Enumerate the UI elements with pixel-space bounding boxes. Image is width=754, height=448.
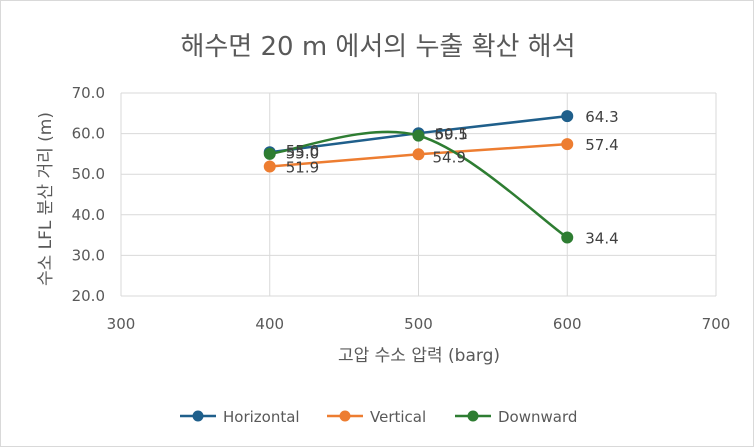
- data-label-downward: 55.0: [286, 142, 319, 160]
- data-point-downward: [263, 147, 276, 160]
- data-point-vertical: [561, 138, 574, 151]
- axes: 20.0 30.0 40.0 50.0 60.0 70.0 300 400 500 600 700: [72, 84, 731, 333]
- x-axis-title: 고압 수소 압력 (barg): [338, 346, 500, 366]
- y-tick-label: 20.0: [72, 287, 105, 305]
- data-label-vertical: 54.9: [433, 148, 466, 166]
- legend-label-horizontal: Horizontal: [223, 408, 300, 426]
- data-point-downward: [412, 129, 425, 142]
- data-point-downward: [561, 231, 574, 244]
- y-tick-label: 30.0: [72, 246, 105, 264]
- legend-marker-downward: [467, 410, 479, 422]
- data-labels: 55.060.164.351.954.957.455.059.534.4: [286, 108, 619, 247]
- data-point-horizontal: [561, 110, 574, 123]
- data-label-horizontal: 55.0: [286, 144, 319, 162]
- legend-label-downward: Downward: [498, 408, 577, 426]
- legend-label-vertical: Vertical: [370, 408, 426, 426]
- data-point-vertical: [263, 160, 276, 173]
- y-tick-label: 40.0: [72, 206, 105, 224]
- y-tick-label: 70.0: [72, 84, 105, 102]
- legend-marker-horizontal: [192, 410, 204, 422]
- data-label-downward: 59.5: [435, 126, 468, 144]
- y-tick-label: 50.0: [72, 165, 105, 183]
- legend-marker-vertical: [339, 410, 351, 422]
- x-tick-label: 600: [553, 315, 582, 333]
- data-label-horizontal: 60.1: [435, 125, 468, 143]
- data-label-downward: 34.4: [585, 230, 618, 248]
- data-label-vertical: 57.4: [585, 136, 618, 154]
- x-tick-label: 300: [107, 315, 136, 333]
- data-label-horizontal: 64.3: [585, 108, 618, 126]
- data-label-vertical: 51.9: [286, 158, 319, 176]
- series-group: [263, 110, 574, 244]
- y-axis-title: 수소 LFL 분산 거리 (m): [36, 112, 56, 286]
- legend: Horizontal Vertical Downward: [180, 408, 577, 426]
- x-tick-label: 500: [404, 315, 433, 333]
- gridlines: [120, 92, 717, 297]
- y-tick-label: 60.0: [72, 125, 105, 143]
- x-tick-label: 700: [702, 315, 731, 333]
- data-point-vertical: [412, 148, 425, 161]
- chart-title: 해수면 20 m 에서의 누출 확산 해석: [180, 32, 575, 62]
- x-tick-label: 400: [255, 315, 284, 333]
